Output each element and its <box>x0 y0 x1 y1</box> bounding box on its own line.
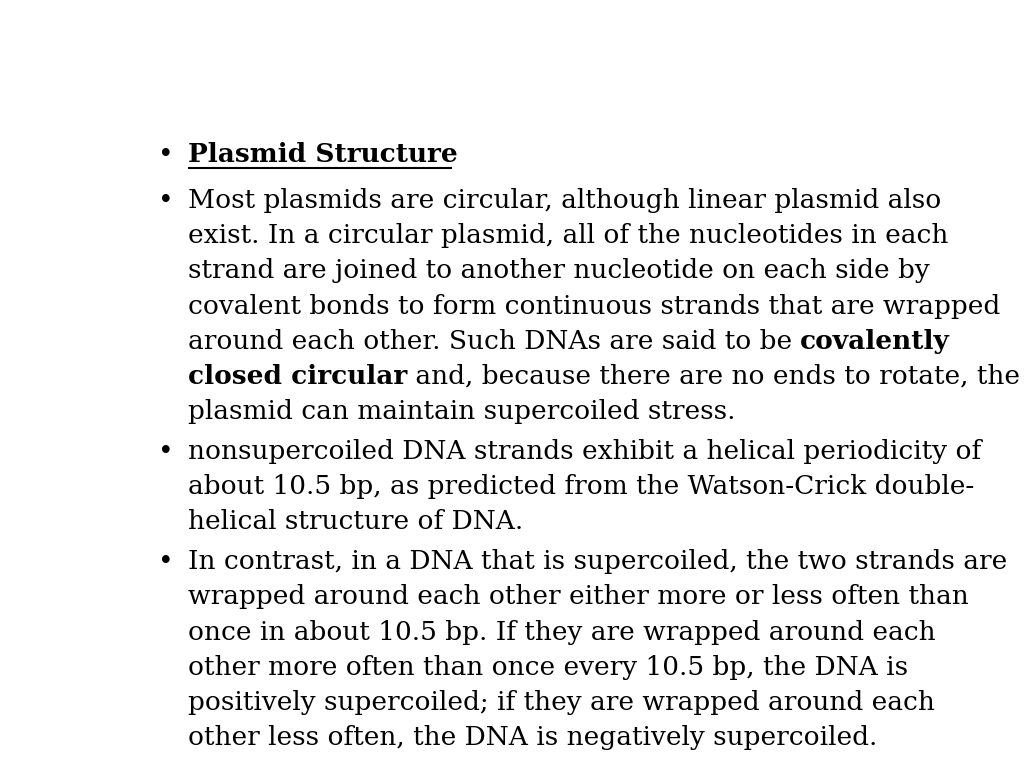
Text: covalently: covalently <box>800 329 950 354</box>
Text: around each other. Such DNAs are said to be: around each other. Such DNAs are said to… <box>187 329 800 354</box>
Text: •: • <box>158 439 174 464</box>
Text: about 10.5 bp, as predicted from the Watson-Crick double-: about 10.5 bp, as predicted from the Wat… <box>187 474 974 499</box>
Text: Most plasmids are circular, although linear plasmid also: Most plasmids are circular, although lin… <box>187 188 941 213</box>
Text: In contrast, in a DNA that is supercoiled, the two strands are: In contrast, in a DNA that is supercoile… <box>187 549 1007 574</box>
Text: •: • <box>158 549 174 574</box>
Text: other less often, the DNA is negatively supercoiled.: other less often, the DNA is negatively … <box>187 725 877 750</box>
Text: •: • <box>158 188 174 213</box>
Text: strand are joined to another nucleotide on each side by: strand are joined to another nucleotide … <box>187 258 929 283</box>
Text: helical structure of DNA.: helical structure of DNA. <box>187 509 523 535</box>
Text: wrapped around each other either more or less often than: wrapped around each other either more or… <box>187 584 969 610</box>
Text: closed circular: closed circular <box>187 364 407 389</box>
Text: exist. In a circular plasmid, all of the nucleotides in each: exist. In a circular plasmid, all of the… <box>187 223 948 248</box>
Text: and, because there are no ends to rotate, the: and, because there are no ends to rotate… <box>407 364 1020 389</box>
Text: covalent bonds to form continuous strands that are wrapped: covalent bonds to form continuous strand… <box>187 293 999 319</box>
Text: •: • <box>158 142 174 167</box>
Text: nonsupercoiled DNA strands exhibit a helical periodicity of: nonsupercoiled DNA strands exhibit a hel… <box>187 439 981 464</box>
Text: positively supercoiled; if they are wrapped around each: positively supercoiled; if they are wrap… <box>187 690 934 715</box>
Text: Plasmid Structure: Plasmid Structure <box>187 142 458 167</box>
Text: once in about 10.5 bp. If they are wrapped around each: once in about 10.5 bp. If they are wrapp… <box>187 620 935 644</box>
Text: plasmid can maintain supercoiled stress.: plasmid can maintain supercoiled stress. <box>187 399 735 424</box>
Text: other more often than once every 10.5 bp, the DNA is: other more often than once every 10.5 bp… <box>187 655 907 680</box>
